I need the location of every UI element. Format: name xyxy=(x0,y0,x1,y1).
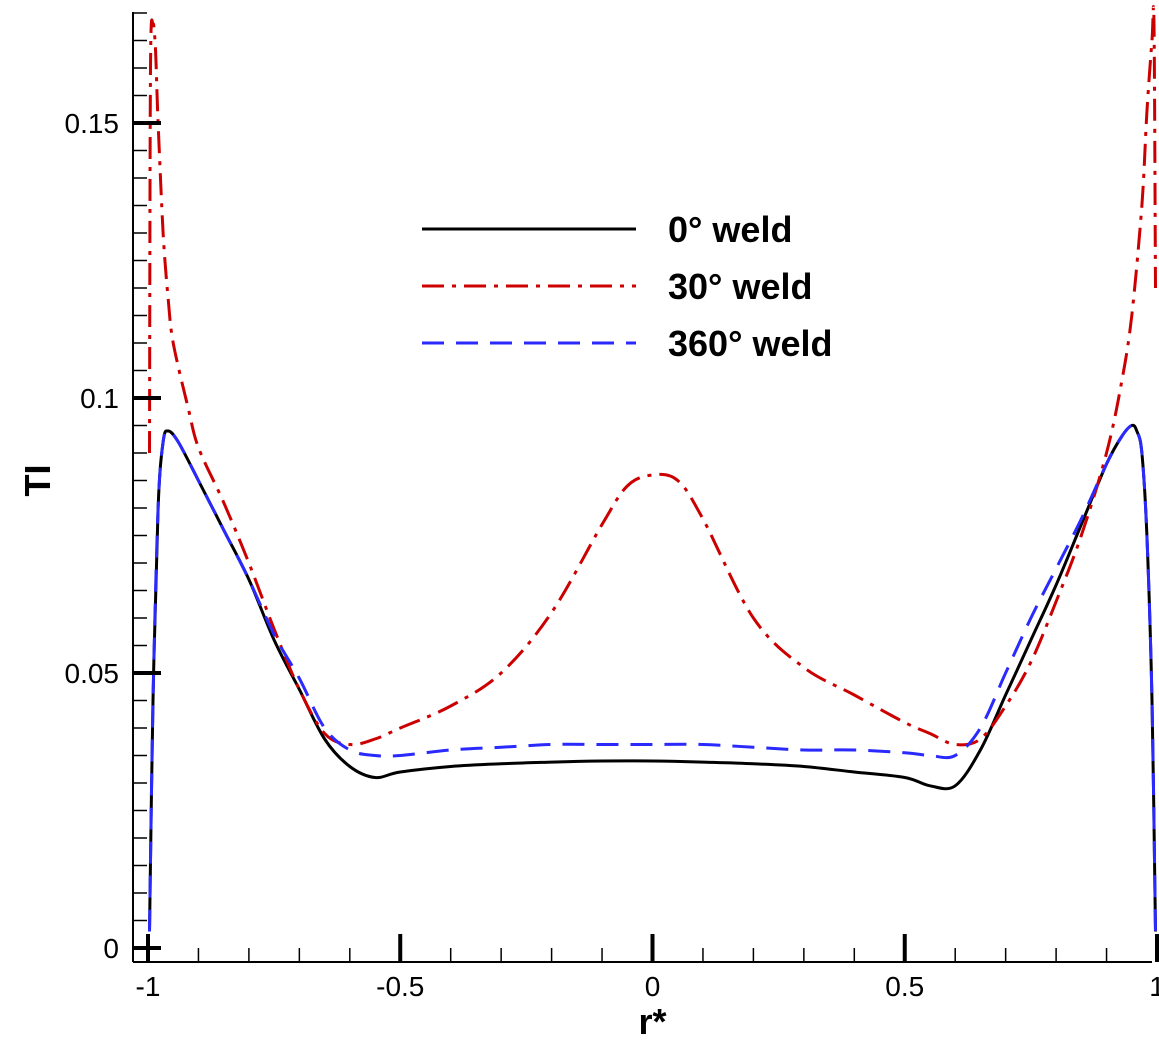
axes-layer xyxy=(133,12,1152,962)
x-tick-label: -0.5 xyxy=(376,971,424,1002)
y-axis-title: TI xyxy=(17,465,58,497)
x-tick-label: 1 xyxy=(1149,971,1159,1002)
series-line-2 xyxy=(150,425,1156,931)
legend-label: 0° weld xyxy=(668,209,792,250)
legend-label: 30° weld xyxy=(668,266,812,307)
y-tick-label: 0.1 xyxy=(80,383,119,414)
y-tick-label: 0.05 xyxy=(65,658,120,689)
x-ticks: -1 -0.5 0 0.5 1 xyxy=(136,934,1159,1002)
y-tick-label: 0 xyxy=(103,933,119,964)
x-tick-label: 0.5 xyxy=(885,971,924,1002)
y-tick-label: 0.15 xyxy=(65,108,120,139)
x-tick-label: 0 xyxy=(645,971,661,1002)
series-line-1 xyxy=(150,7,1156,745)
y-ticks: 0 0.05 0.1 0.15 xyxy=(65,13,162,964)
x-axis-title: r* xyxy=(638,1001,666,1038)
legend: 0° weld 30° weld 360° weld xyxy=(422,209,832,364)
x-tick-label: -1 xyxy=(136,971,161,1002)
legend-label: 360° weld xyxy=(668,323,832,364)
series-layer xyxy=(150,7,1156,932)
